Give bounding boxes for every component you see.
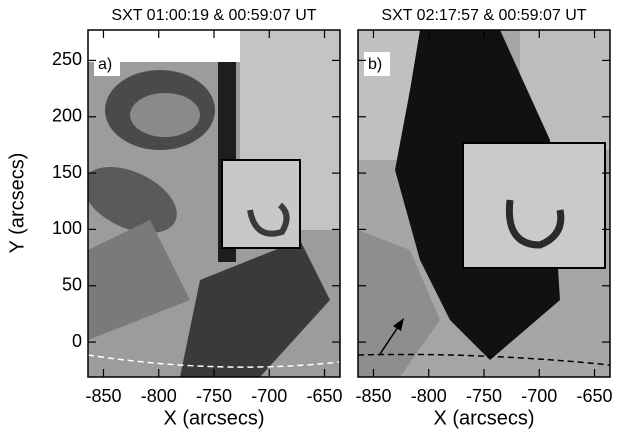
x-tick-label: -700	[251, 386, 287, 406]
x-tick-label: -850	[355, 386, 391, 406]
x-tick-label: -800	[411, 386, 447, 406]
y-tick-label: 100	[52, 218, 82, 238]
x-axis-label: X (arcsecs)	[163, 407, 264, 429]
image-b	[358, 30, 610, 377]
panel-title: SXT 01:00:19 & 00:59:07 UT	[111, 7, 316, 24]
image-a	[73, 30, 340, 377]
x-tick-label: -750	[466, 386, 502, 406]
x-tick-label: -650	[577, 386, 613, 406]
x-tick-label: -650	[307, 386, 343, 406]
panel-label: a)	[98, 56, 112, 73]
panel-label: b)	[368, 56, 382, 73]
x-tick-label: -700	[521, 386, 557, 406]
x-tick-label: -750	[196, 386, 232, 406]
figure: SXT 01:00:19 & 00:59:07 UT a) X (arcsecs) Y…	[0, 0, 635, 432]
y-tick-label: 0	[72, 331, 82, 351]
y-tick-label: 200	[52, 106, 82, 126]
y-axis-label: Y (arcsecs)	[6, 153, 28, 254]
x-tick-label: -850	[85, 386, 121, 406]
panel-title: SXT 02:17:57 & 00:59:07 UT	[381, 7, 586, 24]
x-axis-label: X (arcsecs)	[433, 407, 534, 429]
y-tick-label: 150	[52, 162, 82, 182]
x-tick-label: -800	[141, 386, 177, 406]
y-tick-label: 250	[52, 49, 82, 69]
y-tick-label: 50	[62, 274, 82, 294]
